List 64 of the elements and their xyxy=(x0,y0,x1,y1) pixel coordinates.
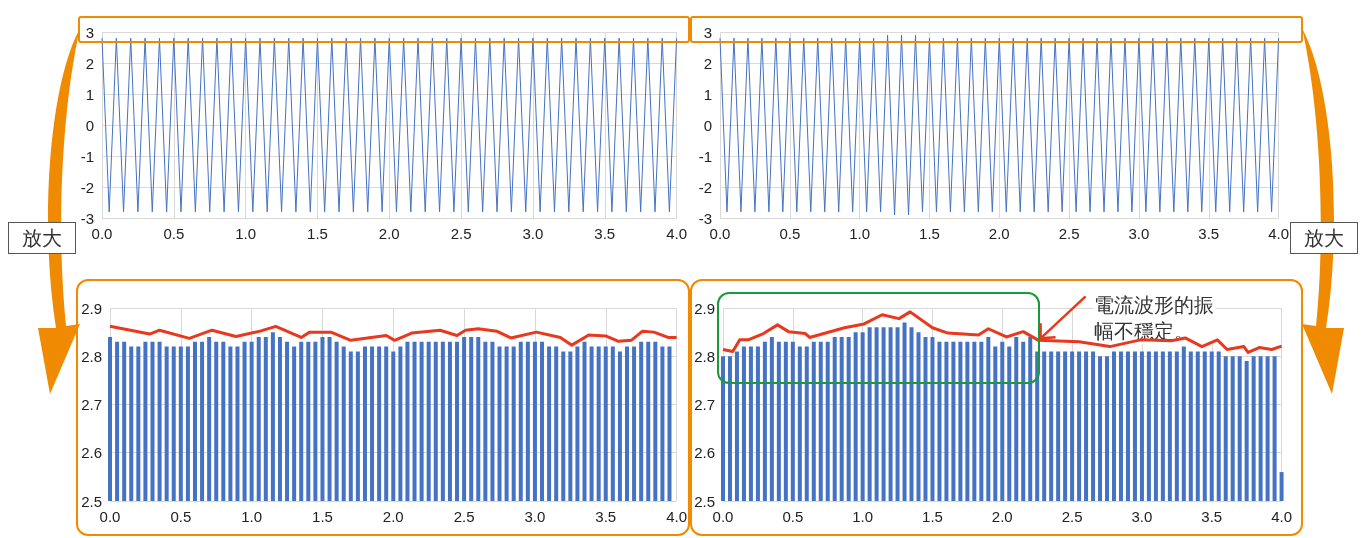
x-tick-label: 2.0 xyxy=(378,225,400,242)
x-tick-label: 3.0 xyxy=(522,225,544,242)
x-tick-label: 3.5 xyxy=(595,508,617,525)
x-tick-label: 1.5 xyxy=(307,225,328,242)
y-tick-label: -1 xyxy=(698,147,712,165)
x-tick-label: 2.0 xyxy=(988,225,1010,242)
x-tick-label: 3.5 xyxy=(594,225,616,242)
text: 放大 xyxy=(1290,222,1358,254)
x-tick-label: 4.0 xyxy=(666,225,687,242)
y-tick-label: 2.9 xyxy=(81,299,102,317)
x-tick-label: 1.5 xyxy=(312,508,333,525)
y-tick-label: -1 xyxy=(80,147,94,165)
y-tick-label: -3 xyxy=(80,209,94,227)
y-tick-label: 2.8 xyxy=(81,347,102,365)
y-tick-label: -3 xyxy=(698,209,712,227)
x-tick-label: 2.0 xyxy=(991,508,1013,525)
text: 放大 xyxy=(8,222,76,254)
x-tick-label: 4.0 xyxy=(1268,225,1289,242)
x-tick-label: 0.0 xyxy=(712,508,734,525)
x-tick-label: 3.5 xyxy=(1198,225,1220,242)
x-tick-label: 0.5 xyxy=(782,508,804,525)
x-tick-label: 2.0 xyxy=(382,508,404,525)
x-tick-label: 0.5 xyxy=(163,225,185,242)
x-tick-label: 2.5 xyxy=(1061,508,1083,525)
x-tick-label: 2.5 xyxy=(1058,225,1080,242)
x-tick-label: 4.0 xyxy=(666,508,687,525)
x-tick-label: 1.5 xyxy=(922,508,943,525)
y-tick-label: 2.6 xyxy=(694,444,715,462)
x-tick-label: 1.5 xyxy=(919,225,940,242)
x-tick-label: 1.0 xyxy=(852,508,874,525)
x-tick-label: 3.0 xyxy=(524,508,546,525)
x-tick-label: 0.0 xyxy=(99,508,121,525)
y-tick-label: 0 xyxy=(703,116,712,134)
y-tick-label: 2 xyxy=(703,54,712,72)
x-tick-label: 2.5 xyxy=(453,508,475,525)
y-tick-label: 2.8 xyxy=(694,347,715,365)
x-tick-label: 1.0 xyxy=(241,508,263,525)
x-tick-label: 2.5 xyxy=(450,225,472,242)
y-tick-label: 3 xyxy=(85,23,94,41)
x-tick-label: 0.0 xyxy=(91,225,113,242)
y-tick-label: -2 xyxy=(698,178,712,196)
y-tick-label: 2.6 xyxy=(81,444,102,462)
x-tick-label: 0.5 xyxy=(170,508,192,525)
x-tick-label: 3.5 xyxy=(1201,508,1223,525)
x-tick-label: 1.0 xyxy=(235,225,257,242)
y-tick-label: -2 xyxy=(80,178,94,196)
x-tick-label: 1.0 xyxy=(849,225,871,242)
x-tick-label: 3.0 xyxy=(1131,508,1153,525)
y-tick-label: 1 xyxy=(85,85,94,103)
y-tick-label: 3 xyxy=(703,23,712,41)
y-tick-label: 2.5 xyxy=(81,492,102,510)
x-tick-label: 0.0 xyxy=(709,225,731,242)
line-series xyxy=(719,34,1280,216)
y-tick-label: 0 xyxy=(85,116,94,134)
y-tick-label: 2.9 xyxy=(694,299,715,317)
x-tick-label: 0.5 xyxy=(779,225,801,242)
y-tick-label: 2.5 xyxy=(694,492,715,510)
x-tick-label: 3.0 xyxy=(1128,225,1150,242)
x-tick-label: 4.0 xyxy=(1271,508,1292,525)
y-tick-label: 1 xyxy=(703,85,712,103)
y-tick-label: 2.7 xyxy=(81,396,102,413)
y-tick-label: 2.7 xyxy=(694,396,715,413)
y-tick-label: 2 xyxy=(85,54,94,72)
line-series xyxy=(108,324,679,347)
